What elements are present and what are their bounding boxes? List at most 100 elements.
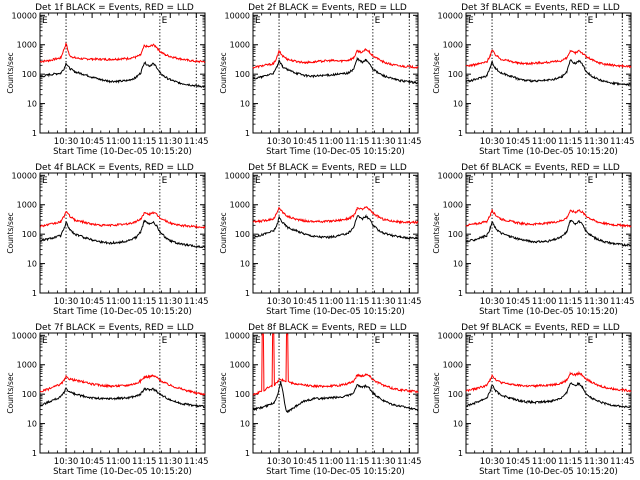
corner-mark-left: E (468, 176, 474, 186)
x-tick-label: 11:45 (610, 457, 635, 467)
x-tick-label: 11:00 (532, 297, 557, 307)
events-series-line (39, 219, 205, 249)
corner-mark-right: E (162, 176, 168, 186)
x-tick-label: 11:00 (319, 457, 344, 467)
detector-panel-5: Det 5f BLACK = Events, RED = LLD Start Ti… (219, 163, 422, 317)
y-tick-label: 10 (27, 100, 37, 109)
x-tick-label: 11:15 (345, 457, 370, 467)
plot-frame (252, 332, 419, 454)
events-series-line (465, 381, 632, 409)
x-tick-label: 10:30 (54, 297, 79, 307)
x-tick-label: 11:00 (532, 137, 557, 147)
x-tick-label: 11:00 (106, 297, 131, 307)
detector-panel-7: Det 7f BLACK = Events, RED = LLD Start Ti… (6, 323, 209, 477)
x-tick-label: 10:45 (293, 297, 318, 307)
x-tick-label: 10:30 (54, 457, 79, 467)
y-tick-label: 1000 (230, 201, 250, 210)
events-series-line (252, 214, 418, 240)
x-tick-label: 11:30 (371, 457, 396, 467)
y-tick-label: 1 (458, 289, 463, 298)
y-tick-label: 10000 (12, 331, 37, 340)
panel-title: Det 8f BLACK = Events, RED = LLD (248, 323, 407, 333)
x-axis-label: Start Time (10-Dec-05 10:15:20) (53, 147, 192, 157)
plot-frame (39, 172, 206, 294)
x-tick-label: 11:45 (610, 297, 635, 307)
panel-title: Det 3f BLACK = Events, RED = LLD (461, 3, 620, 13)
y-axis-label: Counts/sec (219, 52, 228, 93)
x-axis-label: Start Time (10-Dec-05 10:15:20) (479, 307, 618, 317)
y-tick-label: 10 (453, 100, 463, 109)
corner-mark-left: E (468, 336, 474, 346)
x-tick-label: 11:30 (584, 297, 609, 307)
x-tick-label: 11:00 (319, 297, 344, 307)
plot-frame (39, 332, 206, 454)
y-axis-label: Counts/sec (6, 212, 15, 253)
corner-mark-left: E (255, 336, 261, 346)
lld-series-line (252, 333, 419, 396)
detector-panel-9: Det 9f BLACK = Events, RED = LLD Start Ti… (432, 323, 635, 477)
events-series-line (40, 60, 206, 89)
y-tick-label: 1 (245, 129, 250, 138)
x-axis-label: Start Time (10-Dec-05 10:15:20) (53, 307, 192, 317)
y-tick-label: 10 (453, 260, 463, 269)
detector-panel-3: Det 3f BLACK = Events, RED = LLD Start Ti… (432, 3, 635, 157)
x-tick-label: 11:15 (132, 457, 157, 467)
y-tick-label: 10 (240, 260, 250, 269)
y-tick-label: 1000 (17, 201, 37, 210)
lld-series-line (39, 374, 206, 396)
corner-mark-left: E (255, 176, 261, 186)
corner-mark-right: E (375, 176, 381, 186)
lld-series-line (465, 209, 632, 228)
x-tick-label: 11:30 (371, 137, 396, 147)
x-axis-label: Start Time (10-Dec-05 10:15:20) (266, 147, 405, 157)
corner-mark-left: E (255, 16, 261, 26)
y-axis-label: Counts/sec (219, 212, 228, 253)
x-axis-label: Start Time (10-Dec-05 10:15:20) (266, 307, 405, 317)
x-tick-label: 10:45 (293, 137, 318, 147)
x-tick-label: 11:15 (345, 297, 370, 307)
events-series-line (465, 59, 632, 87)
detector-panel-4: Det 4f BLACK = Events, RED = LLD Start Ti… (6, 163, 209, 317)
y-axis-label: Counts/sec (432, 212, 441, 253)
lld-series-line (39, 210, 206, 230)
x-tick-label: 11:00 (106, 457, 131, 467)
x-axis-label: Start Time (10-Dec-05 10:15:20) (479, 467, 618, 477)
plot-frame (465, 172, 632, 294)
corner-mark-left: E (42, 16, 48, 26)
plot-frame (252, 12, 419, 134)
y-tick-label: 100 (235, 230, 250, 239)
lld-series-line (252, 48, 419, 70)
y-tick-label: 1 (245, 289, 250, 298)
y-tick-label: 10000 (12, 11, 37, 20)
y-tick-label: 10 (27, 260, 37, 269)
x-tick-label: 10:45 (506, 137, 531, 147)
x-tick-label: 10:45 (80, 137, 105, 147)
y-axis-label: Counts/sec (432, 52, 441, 93)
x-tick-label: 11:45 (610, 137, 635, 147)
y-tick-label: 1000 (443, 361, 463, 370)
x-axis-label: Start Time (10-Dec-05 10:15:20) (53, 467, 192, 477)
x-tick-label: 10:45 (293, 457, 318, 467)
x-tick-label: 11:45 (397, 137, 422, 147)
x-tick-label: 11:00 (532, 457, 557, 467)
x-tick-label: 10:30 (267, 137, 292, 147)
corner-mark-right: E (375, 16, 381, 26)
lld-series-line (465, 370, 632, 393)
y-axis-label: Counts/sec (219, 372, 228, 413)
x-tick-label: 11:15 (558, 457, 583, 467)
corner-mark-left: E (42, 176, 48, 186)
x-tick-label: 10:45 (506, 457, 531, 467)
y-tick-label: 1 (245, 449, 250, 458)
y-tick-label: 1000 (443, 201, 463, 210)
detector-panel-1: Det 1f BLACK = Events, RED = LLD Start Ti… (6, 3, 209, 157)
corner-mark-right: E (162, 336, 168, 346)
x-tick-label: 10:30 (267, 297, 292, 307)
y-tick-label: 100 (22, 390, 37, 399)
corner-mark-right: E (588, 176, 594, 186)
x-tick-label: 11:15 (345, 137, 370, 147)
events-series-line (465, 219, 632, 247)
y-tick-label: 100 (448, 390, 463, 399)
corner-mark-right: E (162, 16, 168, 26)
x-tick-label: 11:30 (158, 297, 183, 307)
y-axis-label: Counts/sec (6, 372, 15, 413)
